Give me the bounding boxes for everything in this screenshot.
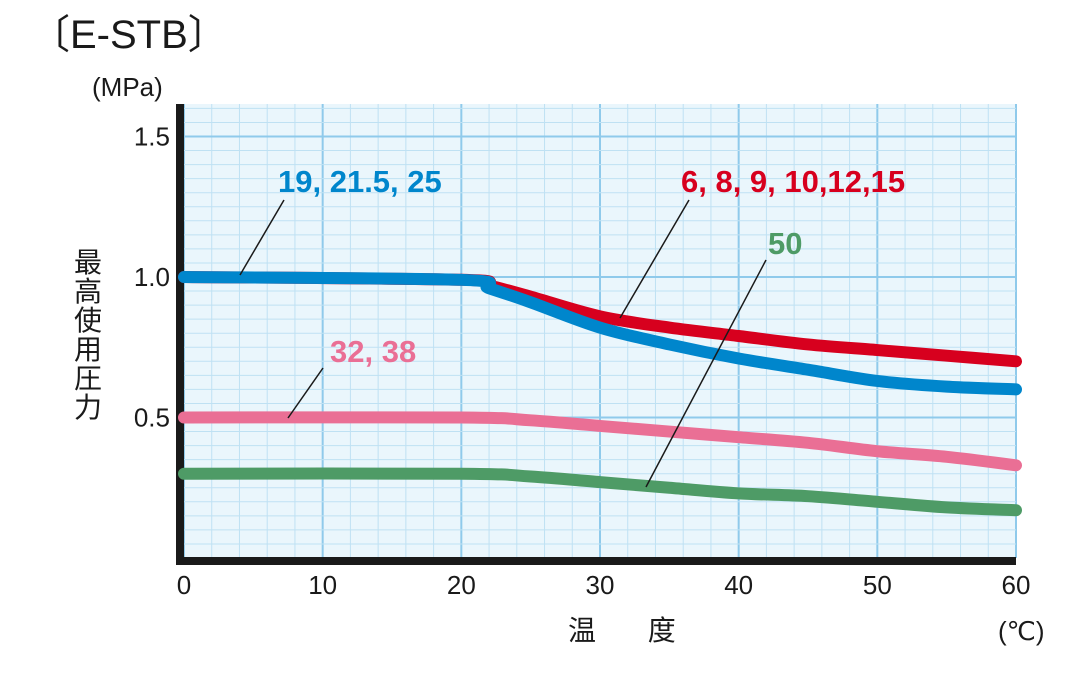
x-tick-label: 60 bbox=[1002, 570, 1031, 600]
x-axis-label: 温 度 bbox=[568, 615, 698, 646]
x-tick-label: 0 bbox=[177, 570, 191, 600]
tick-labels: 0 10 20 30 40 50 60 0.5 1.0 1.5 bbox=[134, 122, 1031, 601]
series-line-pink bbox=[178, 411, 1022, 472]
x-tick-label: 10 bbox=[308, 570, 337, 600]
y-unit: (MPa) bbox=[92, 72, 163, 102]
chart-title: 〔E-STB〕 bbox=[30, 13, 228, 57]
leader-line bbox=[239, 199, 285, 276]
series-label: 32, 38 bbox=[330, 334, 416, 369]
x-unit: (℃) bbox=[998, 616, 1045, 646]
axes bbox=[176, 104, 1016, 565]
y-tick-label: 0.5 bbox=[134, 403, 170, 433]
series-line-blue bbox=[178, 271, 1022, 396]
leader-line bbox=[287, 367, 324, 419]
leader-line bbox=[645, 259, 767, 488]
series-label: 19, 21.5, 25 bbox=[278, 164, 442, 199]
series-label: 50 bbox=[768, 226, 802, 261]
x-tick-label: 50 bbox=[863, 570, 892, 600]
x-tick-label: 40 bbox=[724, 570, 753, 600]
y-axis-label: 最高使用圧力 bbox=[74, 247, 102, 423]
x-tick-label: 30 bbox=[586, 570, 615, 600]
leader-line bbox=[619, 199, 690, 319]
series-lines bbox=[178, 271, 1022, 517]
series-label: 6, 8, 9, 10,12,15 bbox=[681, 164, 905, 199]
series-line-green bbox=[178, 467, 1022, 517]
y-tick-label: 1.0 bbox=[134, 262, 170, 292]
x-tick-label: 20 bbox=[447, 570, 476, 600]
y-tick-label: 1.5 bbox=[134, 122, 170, 152]
series-labels: 6, 8, 9, 10,12,15 19, 21.5, 25 32, 38 50 bbox=[239, 164, 905, 488]
